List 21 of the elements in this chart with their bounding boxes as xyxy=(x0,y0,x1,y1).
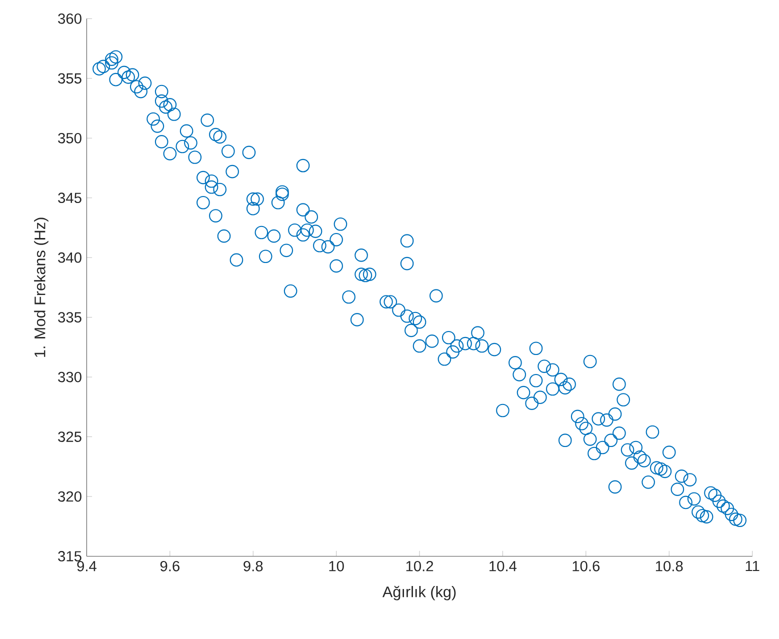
y-tick-label: 320 xyxy=(58,491,82,502)
y-tick-label: 340 xyxy=(58,252,82,263)
y-tick-label: 315 xyxy=(58,551,82,562)
x-axis-title: Ağırlık (kg) xyxy=(382,586,456,600)
x-tick-label: 10.4 xyxy=(490,560,517,572)
y-tick-label: 345 xyxy=(58,192,82,204)
x-tick-label: 10.6 xyxy=(572,560,600,572)
x-tick-label: 11 xyxy=(746,560,760,572)
x-tick-label: 10.8 xyxy=(656,560,683,572)
x-tick-label: 9.4 xyxy=(77,560,96,572)
y-tick-label: 335 xyxy=(58,312,82,323)
y-axis-title: 1. Mod Frekans (Hz) xyxy=(34,218,48,357)
y-tick-label: 325 xyxy=(58,432,82,442)
x-tick-label: 9.8 xyxy=(244,560,263,572)
y-tick-label: 350 xyxy=(58,132,82,144)
y-tick-label: 330 xyxy=(58,372,82,382)
x-tick-label: 10 xyxy=(329,560,344,572)
y-tick-label: 355 xyxy=(58,73,82,84)
x-tick-label: 10.2 xyxy=(406,560,434,572)
y-tick-label: 360 xyxy=(58,14,82,24)
x-tick-label: 9.6 xyxy=(160,560,180,572)
